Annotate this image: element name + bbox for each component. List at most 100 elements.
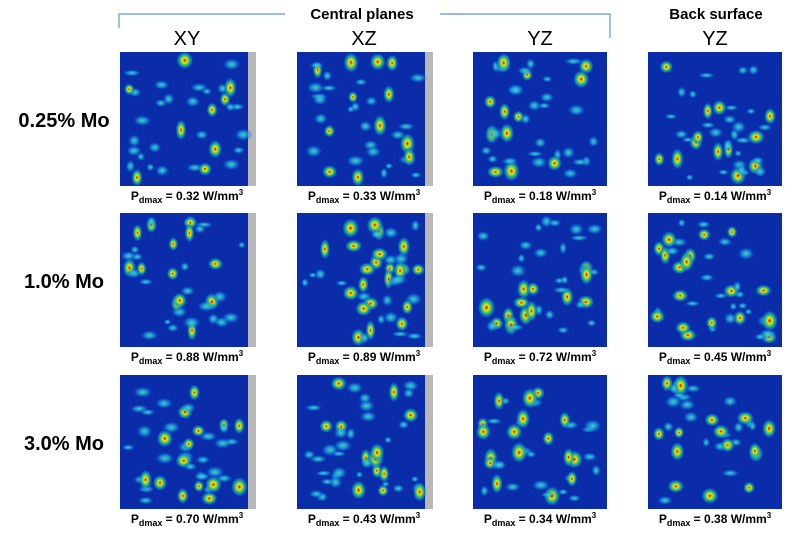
field-spot [762, 419, 776, 439]
field-spot [335, 280, 348, 286]
field-spot [531, 479, 550, 491]
figure: Central planes Back surface XYXZYZYZ0.25… [0, 0, 788, 537]
field-spot [748, 65, 760, 76]
field-spot [723, 139, 733, 152]
field-spot [568, 494, 582, 502]
field-spot [398, 420, 410, 429]
field-spot [679, 252, 693, 272]
caption-symbol: P [308, 350, 316, 364]
field-spot [496, 53, 511, 73]
field-spot [527, 100, 541, 112]
field-spot [147, 216, 155, 228]
field-spot [208, 257, 224, 270]
field-spot [377, 484, 388, 496]
field-spot [737, 66, 748, 75]
field-spot [505, 323, 525, 331]
field-spot [315, 470, 333, 476]
field-spot [486, 320, 499, 332]
field-spot [522, 388, 538, 409]
field-spot [136, 261, 146, 276]
field-spot [764, 108, 776, 125]
field-spot [350, 101, 360, 112]
field-spot [205, 466, 225, 479]
field-spot [582, 452, 598, 461]
field-spot [386, 54, 398, 71]
field-spot [224, 77, 237, 98]
field-spot [219, 422, 229, 434]
field-spot [126, 145, 142, 157]
caption-sup: 3 [416, 188, 421, 197]
field-spot [712, 100, 727, 116]
field-spot [351, 480, 366, 500]
caption-text: = 0.18 W/mm [515, 189, 591, 203]
field-spot [358, 262, 376, 276]
field-spot [504, 482, 521, 492]
field-spot [552, 286, 571, 293]
caption: Pdmax = 0.72 W/mm3 [484, 349, 597, 366]
field-spot [667, 479, 684, 493]
field-spot [331, 466, 348, 479]
field-spot [189, 384, 201, 401]
field-spot [175, 119, 186, 140]
field-spot [485, 418, 503, 425]
field-spot [487, 127, 504, 140]
field-spot [403, 388, 415, 399]
field-spot [721, 469, 740, 477]
caption: Pdmax = 0.70 W/mm3 [131, 511, 244, 528]
field-spot [734, 137, 752, 144]
caption-symbol: P [484, 189, 492, 203]
heatmap-panel [297, 52, 433, 187]
field-spot [383, 226, 399, 238]
field-spot [333, 427, 349, 439]
field-spot [137, 496, 154, 504]
panel-edge [425, 213, 433, 347]
field-spot [478, 297, 496, 319]
field-spot [508, 85, 523, 95]
field-spot [547, 155, 562, 171]
field-spot [385, 162, 393, 169]
field-spot [305, 145, 323, 158]
field-spot [706, 316, 718, 330]
field-spot [761, 310, 778, 331]
field-spot [365, 96, 378, 106]
caption-sub: dmax [316, 356, 340, 366]
caption-sup: 3 [416, 511, 421, 520]
field-spot [184, 223, 194, 243]
field-spot [197, 301, 216, 313]
field-spot [501, 157, 519, 166]
field-spot [198, 162, 212, 176]
caption-text: = 0.88 W/mm [162, 350, 238, 364]
field-spot [712, 142, 723, 162]
field-spot [163, 319, 171, 325]
field-spot [410, 172, 422, 179]
field-spot [225, 102, 236, 111]
field-spot [588, 136, 599, 148]
field-spot [133, 115, 152, 127]
caption-sub: dmax [667, 195, 691, 205]
field-spot [491, 473, 503, 493]
field-spot [176, 51, 193, 69]
caption-text: = 0.70 W/mm [162, 512, 238, 526]
field-spot [320, 239, 330, 260]
group-title: Central planes [310, 6, 413, 23]
caption-sup: 3 [592, 188, 597, 197]
field-spot [301, 278, 310, 288]
field-spot [526, 282, 539, 296]
caption-text: = 0.72 W/mm [515, 350, 591, 364]
field-spot [704, 413, 719, 426]
field-spot [193, 480, 204, 492]
field-spot [167, 267, 179, 280]
field-spot [393, 252, 409, 266]
field-spot [345, 239, 363, 252]
field-spot [696, 221, 711, 229]
field-spot [737, 247, 755, 261]
field-spot [579, 264, 593, 285]
field-spot [675, 321, 691, 334]
field-spot [403, 148, 416, 167]
field-spot [744, 308, 752, 315]
field-spot [153, 475, 168, 491]
field-spot [699, 273, 715, 281]
field-spot [586, 319, 596, 327]
field-spot [222, 58, 241, 71]
field-spot [487, 166, 505, 179]
